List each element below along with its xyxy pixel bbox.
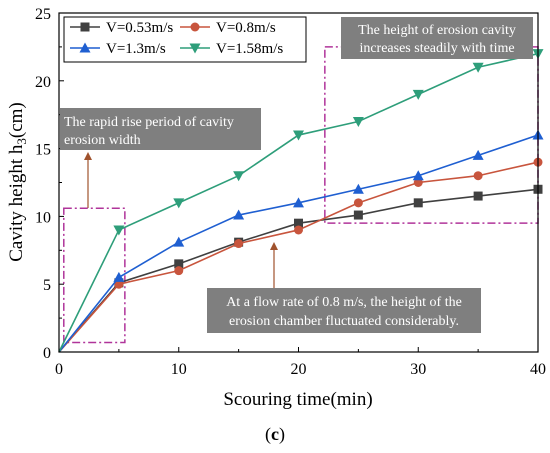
legend-box: [63, 16, 307, 63]
x-tick-label: 10: [171, 361, 187, 378]
legend-marker: [190, 22, 200, 32]
data-point: [413, 178, 423, 187]
arrow-rapid-rise-head: [84, 152, 92, 160]
legend-label: V=0.53m/s: [106, 20, 173, 36]
axis-ticks: 0 10 20 30 40 0 5 10 15 20 25: [35, 6, 546, 378]
x-tick-label: 40: [530, 361, 546, 378]
data-point: [412, 170, 424, 181]
data-point: [173, 236, 185, 247]
y-axis-label-main: Cavity height h: [6, 144, 27, 262]
highlight-box-rapid-rise: [63, 207, 126, 344]
legend-label: V=1.58m/s: [216, 41, 283, 57]
legend-marker: [80, 22, 90, 32]
x-tick-label: 20: [291, 361, 307, 378]
legend-marker: [189, 43, 201, 54]
caption-letter: c: [271, 424, 279, 444]
highlight-box-steady-increase: [324, 46, 539, 224]
data-point: [173, 198, 185, 209]
figure-caption: (c): [265, 424, 285, 445]
x-tick-label: 30: [410, 361, 426, 378]
y-axis-label: Cavity height h3(cm): [6, 102, 29, 262]
y-axis-label-subscript: 3: [14, 138, 29, 145]
y-tick-label: 5: [43, 277, 51, 294]
annotation-steady-increase-box: [341, 17, 533, 59]
data-point: [234, 239, 244, 249]
annotation-fluctuation-line-1: At a flow rate of 0.8 m/s, the height of…: [226, 295, 462, 310]
annotation-rapid-rise-line-2: erosion width: [64, 133, 141, 148]
annotation-fluctuation-box: [207, 288, 481, 333]
annotation-steady-increase: The height of erosion cavity increases s…: [341, 17, 533, 59]
x-tick-label: 0: [55, 361, 63, 378]
annotation-rapid-rise-box: [60, 108, 261, 150]
caption-close: ): [279, 424, 285, 445]
legend-label: V=1.3m/s: [106, 41, 166, 57]
series-1: [58, 157, 543, 353]
data-point: [412, 89, 424, 100]
data-point: [473, 171, 483, 181]
data-point: [293, 197, 304, 208]
annotation-steady-increase-line-2: increases steadily with time: [359, 41, 514, 56]
legend-marker: [79, 42, 91, 53]
data-point: [294, 225, 303, 235]
y-tick-label: 10: [35, 209, 51, 226]
data-point: [294, 218, 303, 228]
y-axis-label-unit: (cm): [6, 102, 27, 138]
data-point: [353, 198, 363, 208]
data-point: [113, 271, 125, 282]
data-point: [174, 266, 184, 276]
data-point: [472, 149, 484, 160]
data-point: [353, 210, 363, 220]
highlight-boxes: [63, 46, 539, 344]
y-tick-label: 25: [35, 6, 51, 23]
data-point: [293, 130, 304, 141]
data-point: [352, 183, 364, 194]
legend: V=0.53m/s V=0.8m/s V=1.3m/s V=1.58m/s: [63, 16, 307, 63]
caption-open: (: [265, 424, 271, 445]
annotation-arrows: [84, 152, 278, 288]
data-point: [233, 171, 245, 182]
data-point: [473, 191, 483, 201]
data-point: [174, 259, 184, 269]
series-2: [58, 129, 544, 353]
data-point: [413, 198, 423, 208]
series-3: [58, 49, 544, 353]
data-point: [114, 279, 124, 289]
y-tick-label: 15: [35, 142, 51, 159]
annotation-rapid-rise-line-1: The rapid rise period of cavity: [64, 115, 234, 130]
data-point: [472, 62, 484, 73]
legend-label: V=0.8m/s: [216, 20, 276, 36]
annotation-fluctuation-line-2: erosion chamber fluctuated considerably.: [229, 314, 459, 329]
data-point: [233, 209, 245, 220]
data-point: [113, 225, 125, 236]
x-axis-label: Scouring time(min): [223, 389, 372, 410]
data-point: [352, 116, 364, 127]
annotation-fluctuation: At a flow rate of 0.8 m/s, the height of…: [207, 288, 481, 333]
annotation-rapid-rise: The rapid rise period of cavity erosion …: [60, 108, 261, 150]
y-tick-label: 20: [35, 74, 51, 91]
annotation-steady-increase-line-1: The height of erosion cavity: [358, 23, 516, 38]
y-tick-label: 0: [43, 345, 51, 362]
arrow-fluctuation-head: [270, 242, 278, 250]
